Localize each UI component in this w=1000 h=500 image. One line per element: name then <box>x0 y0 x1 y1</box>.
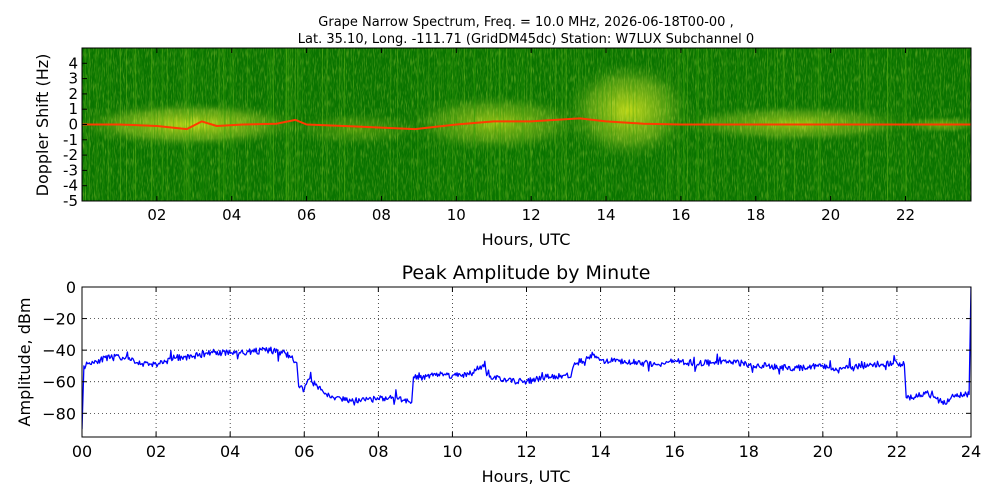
y-tick-label: −40 <box>42 341 76 360</box>
y-tick-label: -2 <box>63 146 78 164</box>
x-tick-label: 20 <box>813 442 833 461</box>
y-tick-label: 1 <box>68 100 78 118</box>
x-tick-label: 14 <box>596 206 615 224</box>
amplitude-chart-title: Peak Amplitude by Minute <box>402 262 651 284</box>
chart-title-line1: Grape Narrow Spectrum, Freq. = 10.0 MHz,… <box>318 15 733 30</box>
x-tick-label: 24 <box>961 442 981 461</box>
x-tick-label: 18 <box>739 442 759 461</box>
spectrogram-x-axis-label: Hours, UTC <box>482 230 571 249</box>
x-tick-label: 02 <box>146 442 166 461</box>
x-tick-label: 12 <box>522 206 541 224</box>
x-tick-label: 06 <box>297 206 316 224</box>
x-tick-label: 00 <box>72 442 92 461</box>
x-tick-label: 20 <box>821 206 840 224</box>
x-tick-label: 02 <box>147 206 166 224</box>
x-tick-label: 10 <box>447 206 466 224</box>
y-tick-label: 0 <box>66 278 76 297</box>
spectrogram-vertical-stripes <box>82 48 967 201</box>
x-tick-label: 18 <box>746 206 765 224</box>
amplitude-series-line <box>82 287 971 430</box>
spectrogram-x-ticks: 02 04 06 08 10 12 14 16 18 20 22 <box>147 48 915 224</box>
y-tick-label: −80 <box>42 404 76 423</box>
y-tick-label: 3 <box>68 70 78 88</box>
y-tick-label: 2 <box>68 85 78 103</box>
x-tick-label: 22 <box>896 206 915 224</box>
y-tick-label: 0 <box>68 116 78 134</box>
spectrogram-y-axis-label: Doppler Shift (Hz) <box>33 54 52 197</box>
amplitude-x-axis-label: Hours, UTC <box>482 467 571 486</box>
amplitude-y-ticks: 0 −20 −40 −60 −80 <box>42 278 971 423</box>
doppler-peak-trace <box>82 117 971 131</box>
y-tick-label: −60 <box>42 373 76 392</box>
x-tick-label: 16 <box>671 206 690 224</box>
amplitude-grid <box>82 287 971 437</box>
x-tick-label: 08 <box>368 442 388 461</box>
y-tick-label: 4 <box>68 54 78 72</box>
x-tick-label: 22 <box>887 442 907 461</box>
x-tick-label: 14 <box>590 442 610 461</box>
y-tick-label: -3 <box>63 161 78 179</box>
y-tick-label: −20 <box>42 310 76 329</box>
amplitude-x-ticks: 00 02 04 06 08 10 12 14 16 18 20 22 24 <box>72 287 981 461</box>
x-tick-label: 16 <box>664 442 684 461</box>
amplitude-background <box>82 287 971 437</box>
y-tick-label: -1 <box>63 131 78 149</box>
amplitude-y-axis-label: Amplitude, dBm <box>15 298 34 427</box>
x-tick-label: 10 <box>442 442 462 461</box>
y-tick-label: -4 <box>63 177 78 195</box>
y-tick-label: -5 <box>63 192 78 210</box>
x-tick-label: 04 <box>222 206 241 224</box>
x-tick-label: 04 <box>220 442 240 461</box>
x-tick-label: 06 <box>294 442 314 461</box>
amplitude-panel: Peak Amplitude by Minute 00 02 04 06 08 10 12 1… <box>15 262 981 486</box>
chart-title-line2: Lat. 35.10, Long. -111.71 (GridDM45dc) S… <box>298 32 754 47</box>
x-tick-label: 12 <box>516 442 536 461</box>
x-tick-label: 08 <box>372 206 391 224</box>
